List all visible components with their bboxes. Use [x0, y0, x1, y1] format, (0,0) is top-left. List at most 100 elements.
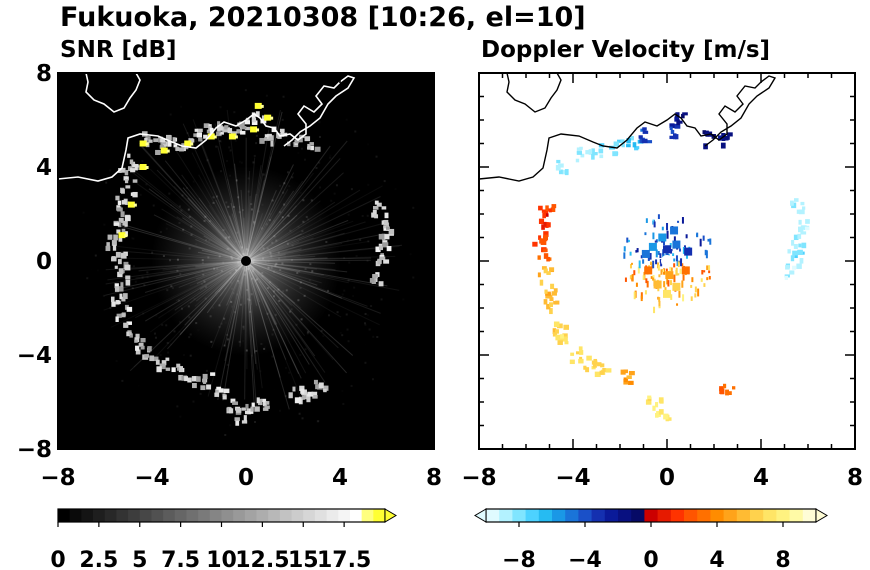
- snr-bright-echo-pixel: [124, 234, 128, 238]
- snr-noise-pixel: [279, 410, 281, 412]
- snr-echo-pixel: [217, 388, 224, 393]
- snr-noise-pixel: [170, 343, 172, 345]
- snr-echo-pixel: [313, 379, 318, 385]
- snr-echo-pixel: [203, 134, 208, 139]
- doppler-center-pixel: [669, 266, 672, 272]
- doppler-echo-pixel: [545, 291, 551, 296]
- doppler-echo-pixel: [798, 243, 802, 248]
- snr-echo-pixel: [311, 391, 318, 396]
- snr-noise-pixel: [329, 156, 332, 159]
- doppler-center-pixel: [633, 270, 636, 276]
- snr-echo-pixel: [268, 136, 274, 141]
- doppler-center-pixel: [655, 239, 658, 243]
- snr-echo-pixel: [148, 139, 153, 143]
- snr-echo-pixel: [381, 233, 386, 240]
- snr-echo-pixel: [132, 179, 138, 183]
- snr-noise-pixel: [105, 181, 108, 184]
- snr-noise-pixel: [188, 336, 191, 339]
- snr-noise-pixel: [91, 268, 93, 270]
- doppler-echo-pixel: [538, 235, 542, 240]
- doppler-center-pixel: [660, 269, 663, 275]
- snr-noise-pixel: [139, 365, 141, 367]
- doppler-colorbar-color-segment: [802, 509, 817, 522]
- snr-echo-pixel: [227, 128, 233, 134]
- doppler-colorbar-color-segment: [499, 509, 513, 522]
- doppler-echo-pixel: [545, 222, 551, 228]
- snr-x-tick-label: 8: [426, 465, 442, 491]
- snr-echo-pixel: [135, 345, 140, 351]
- doppler-center-pixel: [637, 266, 640, 274]
- snr-noise-pixel: [173, 330, 176, 333]
- snr-echo-pixel: [173, 144, 178, 148]
- doppler-center-pixel: [673, 236, 676, 244]
- snr-echo-pixel: [117, 200, 122, 206]
- snr-echo-pixel: [130, 168, 136, 173]
- snr-echo-pixel: [125, 201, 130, 205]
- doppler-center-pixel: [659, 253, 662, 259]
- doppler-center-pixel: [666, 278, 669, 285]
- doppler-echo-pixel: [555, 334, 561, 341]
- snr-echo-pixel: [123, 322, 129, 328]
- snr-echo-pixel: [264, 405, 270, 409]
- snr-echo-pixel: [203, 123, 210, 128]
- snr-colorbar-color-segment: [221, 509, 234, 522]
- doppler-center-pixel: [654, 240, 657, 243]
- snr-echo-pixel: [179, 147, 184, 152]
- doppler-echo-pixel: [564, 170, 569, 176]
- snr-noise-pixel: [234, 400, 237, 403]
- snr-echo-pixel: [161, 141, 167, 145]
- snr-echo-pixel: [122, 220, 128, 226]
- doppler-colorbar-color-segment: [618, 509, 632, 522]
- snr-bright-echo-pixel: [184, 140, 192, 147]
- doppler-center-pixel: [677, 273, 680, 276]
- snr-noise-pixel: [350, 188, 353, 191]
- snr-noise-pixel: [150, 346, 153, 349]
- snr-noise-pixel: [364, 312, 367, 315]
- doppler-echo-pixel: [658, 409, 664, 415]
- doppler-center-echo: [648, 242, 657, 251]
- doppler-colorbar-tick-label: 0: [643, 548, 658, 570]
- snr-colorbar-tick-label: 7.5: [161, 548, 200, 570]
- snr-noise-pixel: [229, 149, 232, 152]
- snr-noise-pixel: [83, 212, 85, 214]
- doppler-x-tick-label: 0: [659, 465, 675, 491]
- doppler-center-pixel: [675, 267, 678, 276]
- doppler-center-pixel: [665, 268, 668, 272]
- doppler-echo-pixel: [538, 205, 543, 211]
- snr-echo-pixel: [175, 146, 180, 151]
- snr-bright-echoes: [118, 102, 274, 239]
- doppler-echo-pixel: [549, 302, 553, 308]
- doppler-center-pixel: [676, 303, 679, 306]
- snr-y-tick-label: 8: [36, 61, 52, 87]
- snr-noise-pixel: [131, 237, 133, 239]
- snr-noise-pixel: [142, 312, 145, 315]
- doppler-echo-pixel: [674, 134, 679, 140]
- snr-noise-pixel: [350, 384, 353, 387]
- snr-echo-pixel: [224, 125, 229, 130]
- snr-echo-pixel: [107, 234, 113, 240]
- doppler-center-pixel: [667, 280, 670, 287]
- doppler-colorbar-color-segment: [789, 509, 804, 522]
- snr-noise-pixel: [319, 186, 322, 189]
- doppler-echo-pixel: [632, 142, 637, 148]
- snr-noise-pixel: [184, 340, 186, 342]
- snr-noise-pixel: [121, 379, 124, 382]
- snr-echo-pixel: [383, 219, 389, 226]
- doppler-center-pixel: [658, 301, 661, 307]
- snr-echo-pixel: [120, 313, 126, 318]
- doppler-echo-pixel: [681, 113, 685, 119]
- snr-noise-pixel: [140, 194, 142, 196]
- snr-echo-pixel: [265, 401, 270, 405]
- snr-noise-pixel: [146, 271, 149, 274]
- snr-echo-pixel: [161, 360, 167, 366]
- doppler-echo-pixel: [585, 367, 590, 373]
- snr-echo-pixel: [379, 245, 384, 251]
- snr-noise-pixel: [402, 298, 404, 300]
- doppler-echo-pixel: [605, 368, 612, 373]
- doppler-center-pixel: [660, 259, 663, 267]
- snr-echo-pixel: [294, 139, 299, 144]
- snr-colorbar-color-segment: [268, 509, 281, 522]
- doppler-echo-pixel: [599, 370, 605, 375]
- doppler-center-echo: [663, 245, 671, 254]
- snr-noise-pixel: [180, 106, 182, 108]
